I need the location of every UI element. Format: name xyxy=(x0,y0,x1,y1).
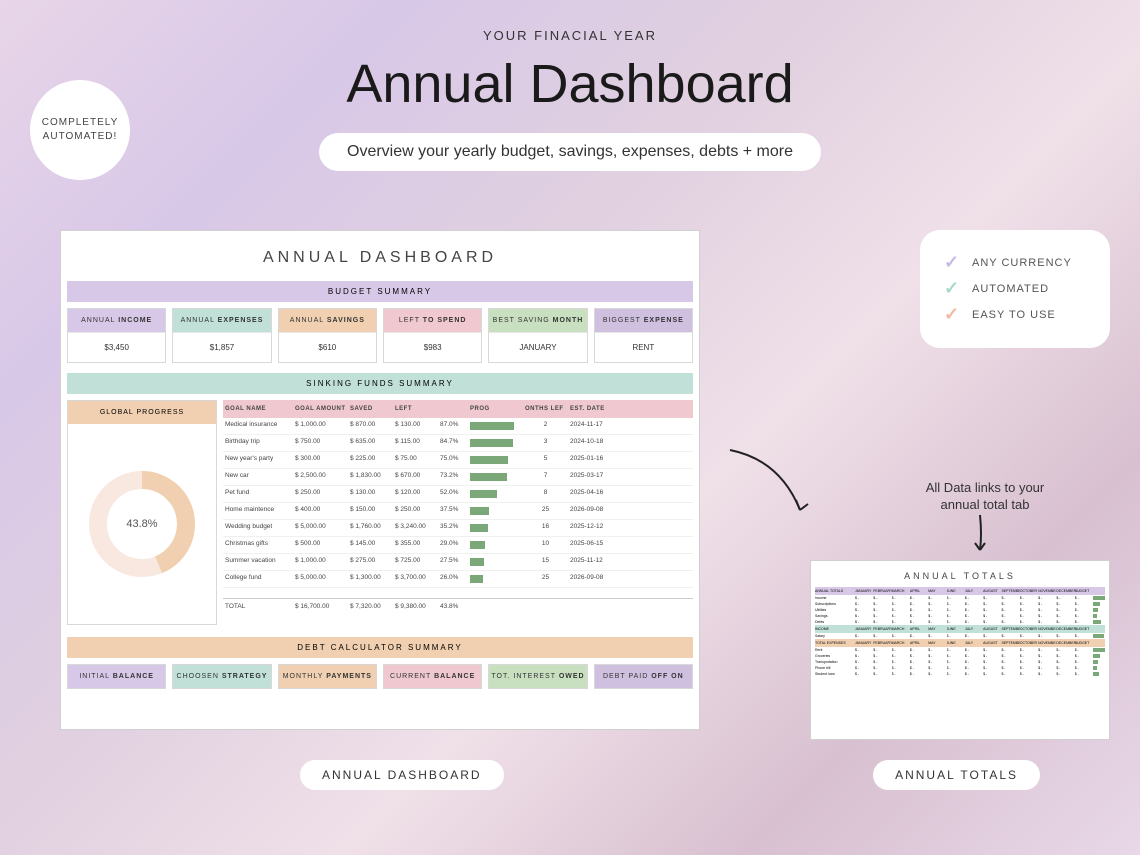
debt-card: DEBT PAID OFF ON xyxy=(594,664,693,689)
subtitle: Overview your yearly budget, savings, ex… xyxy=(319,133,821,171)
budget-card: ANNUAL INCOME$3,450 xyxy=(67,308,166,363)
budget-card: LEFT TO SPEND$983 xyxy=(383,308,482,363)
sinking-row: New car$ 2,500.00$ 1,830.00$ 670.0073.2%… xyxy=(223,469,693,486)
stat-label: CURRENT BALANCE xyxy=(384,665,481,688)
budget-card: ANNUAL EXPENSES$1,857 xyxy=(172,308,271,363)
budget-section-header: BUDGET SUMMARY xyxy=(67,281,693,302)
stat-label: ANNUAL INCOME xyxy=(68,309,165,332)
sinking-row: Wedding budget$ 5,000.00$ 1,760.00$ 3,24… xyxy=(223,520,693,537)
sinking-row: Christmas gifts$ 500.00$ 145.00$ 355.002… xyxy=(223,537,693,554)
sinking-row: Medical insurance$ 1,000.00$ 870.00$ 130… xyxy=(223,418,693,435)
budget-card: BIGGEST EXPENSERENT xyxy=(594,308,693,363)
stat-label: ANNUAL SAVINGS xyxy=(279,309,376,332)
stat-value: $3,450 xyxy=(68,332,165,362)
check-icon xyxy=(944,256,962,270)
budget-cards-row: ANNUAL INCOME$3,450ANNUAL EXPENSES$1,857… xyxy=(67,308,693,363)
stat-label: BIGGEST EXPENSE xyxy=(595,309,692,332)
main-title: Annual Dashboard xyxy=(0,53,1140,115)
mini-section-header: ANNUAL TOTALSJANUARYFEBRUARYMARCHAPRILMA… xyxy=(815,587,1105,595)
stat-label: ANNUAL EXPENSES xyxy=(173,309,270,332)
overtitle: YOUR FINACIAL YEAR xyxy=(0,0,1140,43)
donut-percent: 43.8% xyxy=(126,518,157,530)
stat-value: $983 xyxy=(384,332,481,362)
sinking-total-row: TOTAL$ 16,700.00$ 7,320.00$ 9,380.0043.8… xyxy=(223,598,693,614)
stat-value: $1,857 xyxy=(173,332,270,362)
features-card: ANY CURRENCY AUTOMATED EASY TO USE xyxy=(920,230,1110,348)
donut-chart: 43.8% xyxy=(68,424,216,624)
debt-card: CHOOSEN STRATEGY xyxy=(172,664,271,689)
debt-card: INITIAL BALANCE xyxy=(67,664,166,689)
check-icon xyxy=(944,308,962,322)
stat-label: DEBT PAID OFF ON xyxy=(595,665,692,688)
stat-value: $610 xyxy=(279,332,376,362)
feature-automated: AUTOMATED xyxy=(944,276,1086,302)
stat-label: INITIAL BALANCE xyxy=(68,665,165,688)
feature-currency: ANY CURRENCY xyxy=(944,250,1086,276)
global-progress-label: GLOBAL PROGRESS xyxy=(68,401,216,424)
sinking-row: Summer vacation$ 1,000.00$ 275.00$ 725.0… xyxy=(223,554,693,571)
stat-label: MONTHLY PAYMENTS xyxy=(279,665,376,688)
sinking-table: GOAL NAMEGOAL AMOUNTSAVEDLEFTPROGONTHS L… xyxy=(223,400,693,625)
sinking-row: College fund$ 5,000.00$ 1,300.00$ 3,700.… xyxy=(223,571,693,588)
sinking-row: Birthday trip$ 750.00$ 635.00$ 115.0084.… xyxy=(223,435,693,452)
check-icon xyxy=(944,282,962,296)
stat-label: BEST SAVING MONTH xyxy=(489,309,586,332)
stat-label: LEFT TO SPEND xyxy=(384,309,481,332)
left-pill: ANNUAL DASHBOARD xyxy=(300,760,504,790)
sinking-row: Home maintence$ 400.00$ 150.00$ 250.0037… xyxy=(223,503,693,520)
panel-title: ANNUAL DASHBOARD xyxy=(67,237,693,279)
sinking-row: Pet fund$ 250.00$ 130.00$ 120.0052.0%820… xyxy=(223,486,693,503)
sinking-header-row: GOAL NAMEGOAL AMOUNTSAVEDLEFTPROGONTHS L… xyxy=(223,400,693,418)
stat-value: JANUARY xyxy=(489,332,586,362)
debt-cards-row: INITIAL BALANCE CHOOSEN STRATEGY MONTHLY P… xyxy=(67,664,693,689)
mini-row: Student loan$ -$ -$ -$ -$ -$ -$ -$ -$ -$… xyxy=(815,671,1105,677)
automated-badge: COMPLETELY AUTOMATED! xyxy=(30,80,130,180)
dashboard-panel: ANNUAL DASHBOARD BUDGET SUMMARY ANNUAL I… xyxy=(60,230,700,730)
mini-section-header: INCOMEJANUARYFEBRUARYMARCHAPRILMAYJUNEJU… xyxy=(815,625,1105,633)
feature-easy: EASY TO USE xyxy=(944,302,1086,328)
global-progress-card: GLOBAL PROGRESS 43.8% xyxy=(67,400,217,625)
annual-totals-panel: ANNUAL TOTALS ANNUAL TOTALSJANUARYFEBRUA… xyxy=(810,560,1110,740)
link-note: All Data links to your annual total tab xyxy=(910,480,1060,514)
mini-section-header: TOTAL EXPENSESJANUARYFEBRUARYMARCHAPRILM… xyxy=(815,639,1105,647)
sinking-row: New year's party$ 300.00$ 225.00$ 75.007… xyxy=(223,452,693,469)
debt-section-header: DEBT CALCULATOR SUMMARY xyxy=(67,637,693,658)
budget-card: ANNUAL SAVINGS$610 xyxy=(278,308,377,363)
mini-title: ANNUAL TOTALS xyxy=(815,565,1105,587)
right-pill: ANNUAL TOTALS xyxy=(873,760,1040,790)
sinking-section-header: SINKING FUNDS SUMMARY xyxy=(67,373,693,394)
debt-card: CURRENT BALANCE xyxy=(383,664,482,689)
stat-label: TOT. INTEREST OWED xyxy=(489,665,586,688)
stat-label: CHOOSEN STRATEGY xyxy=(173,665,270,688)
stat-value: RENT xyxy=(595,332,692,362)
arrow-icon xyxy=(720,440,840,540)
arrow-icon xyxy=(960,510,1000,560)
budget-card: BEST SAVING MONTHJANUARY xyxy=(488,308,587,363)
debt-card: MONTHLY PAYMENTS xyxy=(278,664,377,689)
debt-card: TOT. INTEREST OWED xyxy=(488,664,587,689)
